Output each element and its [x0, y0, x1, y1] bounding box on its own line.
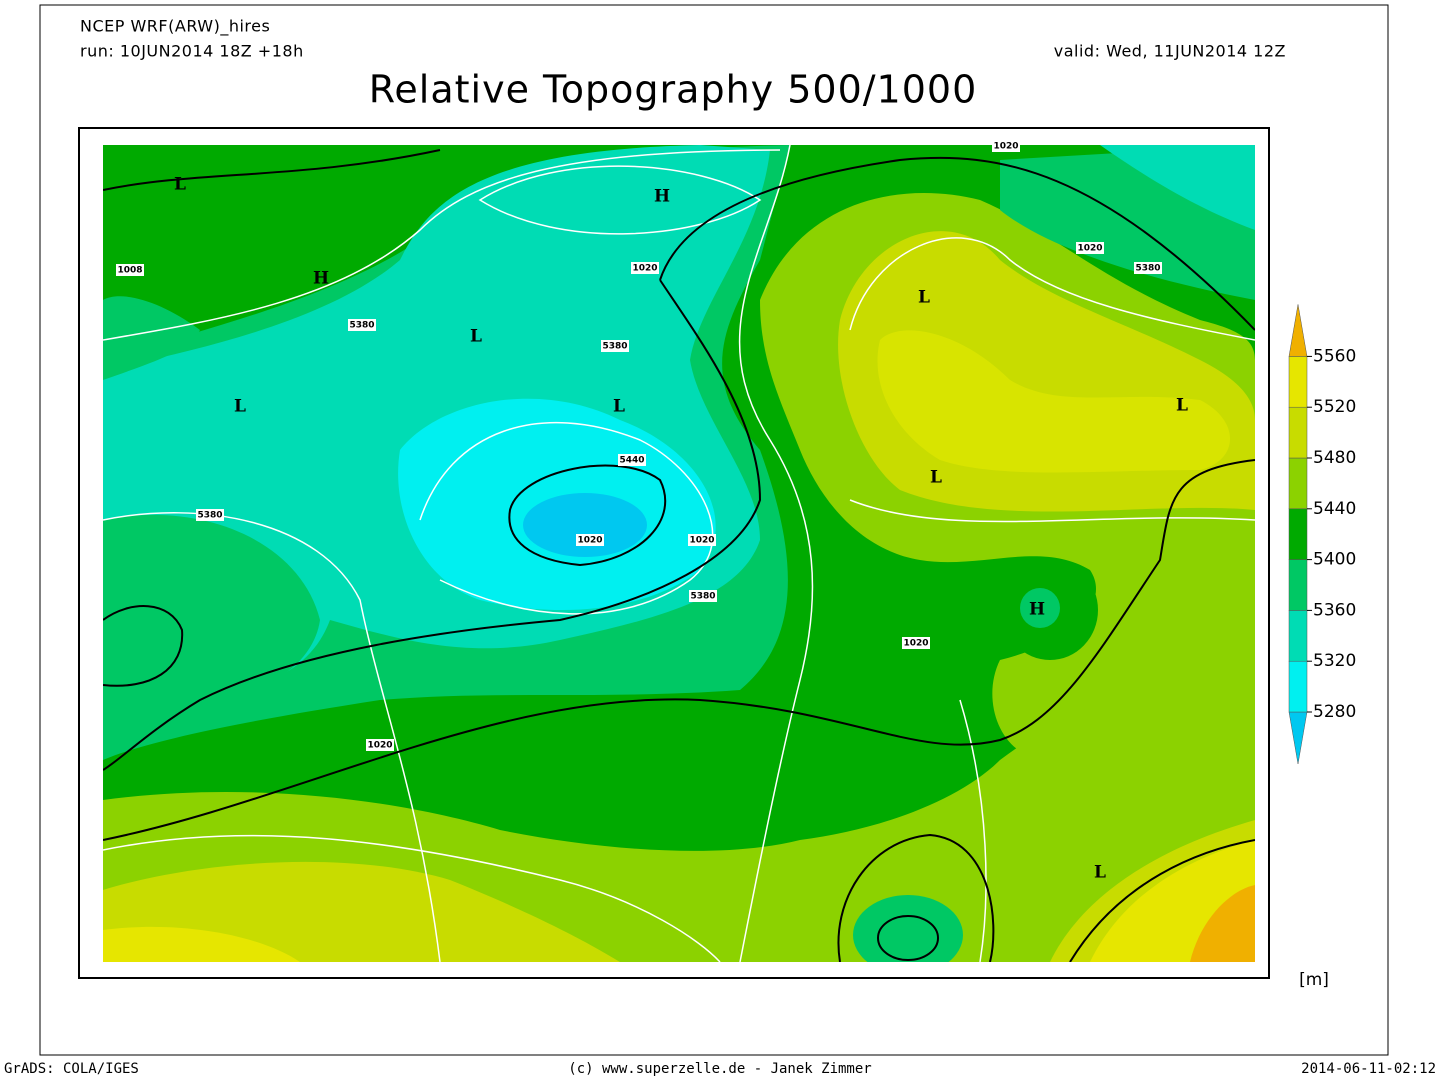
contour-label-box	[902, 637, 930, 649]
map-labels: L H H L L L L L L H L 1008 1020 1020 1020 5380 5380 5380 5…	[116, 140, 1188, 883]
pressure-center: L	[613, 397, 625, 417]
pressure-center: L	[1094, 863, 1106, 883]
contour-label: 1020	[689, 536, 714, 546]
field-band	[1020, 588, 1060, 628]
run-info: run: 10JUN2014 18Z +18h	[80, 42, 304, 61]
contour-label-box	[576, 534, 604, 546]
colorbar-extend-high	[1288, 304, 1308, 357]
contour-label-box	[116, 264, 144, 276]
contour-label: 1020	[632, 264, 657, 274]
pressure-center: L	[930, 468, 942, 488]
colorbar-segment	[1288, 356, 1308, 408]
colorbar-segment	[1288, 660, 1308, 713]
colorbar-tick-label: 5560	[1313, 346, 1356, 366]
colorbar-extend-low	[1288, 711, 1308, 765]
contour-label: 1020	[993, 142, 1018, 152]
pressure-center: L	[234, 397, 246, 417]
colorbar-segment	[1288, 508, 1308, 560]
field-band	[853, 895, 963, 962]
footer-right: 2014-06-11-02:12	[1301, 1061, 1436, 1077]
field-band	[103, 514, 320, 707]
contour-label-box	[1134, 262, 1162, 274]
contour-label: 5440	[619, 456, 644, 466]
contour-label-box	[992, 140, 1020, 152]
contour-label-box	[196, 509, 224, 521]
colorbar-tick-label: 5280	[1313, 702, 1356, 722]
field-band	[103, 926, 300, 962]
contour-label-box	[601, 340, 629, 352]
colorbar-tick-label: 5360	[1313, 600, 1356, 620]
map-frame	[78, 127, 1270, 979]
pressure-center: L	[174, 175, 186, 195]
contour-label: 5380	[197, 511, 222, 521]
map-area: L H H L L L L L L H L 1008 1020 1020 1020 5380 5380 5380 5…	[78, 127, 1270, 979]
contour-label-box	[348, 319, 376, 331]
pressure-center: H	[654, 187, 670, 207]
pressure-contours	[103, 149, 1255, 962]
footer-left: GrADS: COLA/IGES	[4, 1061, 139, 1077]
contour-label-box	[631, 262, 659, 274]
colorbar-segment	[1288, 457, 1308, 510]
colorbar-segment	[1288, 610, 1308, 662]
colorbar-tick-label: 5320	[1313, 651, 1356, 671]
field-band	[877, 330, 1230, 473]
contour-label: 5380	[1135, 264, 1160, 274]
model-name: NCEP WRF(ARW)_hires	[80, 17, 270, 37]
colorbar-tick-label: 5440	[1313, 499, 1356, 519]
colorbar-tick-label: 5520	[1313, 397, 1356, 417]
contour-label-box	[689, 590, 717, 602]
field-band	[103, 296, 200, 380]
colorbar-tick-label: 5480	[1313, 448, 1356, 468]
contour-label: 5380	[349, 321, 374, 331]
contour-label: 1020	[903, 639, 928, 649]
pressure-center: L	[470, 327, 482, 347]
colorbar-segment	[1288, 406, 1308, 459]
pressure-center: H	[1029, 600, 1045, 620]
contour-label-box	[1076, 242, 1104, 254]
height-field	[103, 145, 1255, 962]
map-title: Relative Topography 500/1000	[369, 68, 978, 112]
field-band	[1100, 145, 1255, 230]
colorbar: 5280 5320 5360 5400 5440 5480 5520 5560	[1288, 304, 1356, 765]
pressure-center: L	[918, 288, 930, 308]
field-band	[1190, 885, 1255, 962]
page-frame	[39, 4, 1389, 1056]
valid-time: valid: Wed, 11JUN2014 12Z	[1054, 42, 1286, 61]
colorbar-unit: [m]	[1299, 970, 1329, 990]
contour-label: 1020	[367, 741, 392, 751]
contour-label-box	[366, 739, 394, 751]
contour-label-box	[618, 454, 646, 466]
contour-label: 5380	[690, 592, 715, 602]
contour-label: 5380	[602, 342, 627, 352]
contour-label: 1020	[1077, 244, 1102, 254]
contour-label: 1020	[577, 536, 602, 546]
colorbar-tick-label: 5400	[1313, 550, 1356, 570]
field-band	[523, 493, 647, 557]
pressure-center: H	[313, 269, 329, 289]
contour-label: 1008	[117, 266, 142, 276]
contour-label-box	[688, 534, 716, 546]
pressure-center: L	[1176, 396, 1188, 416]
colorbar-segment	[1288, 559, 1308, 611]
footer-center: (c) www.superzelle.de - Janek Zimmer	[568, 1061, 871, 1077]
